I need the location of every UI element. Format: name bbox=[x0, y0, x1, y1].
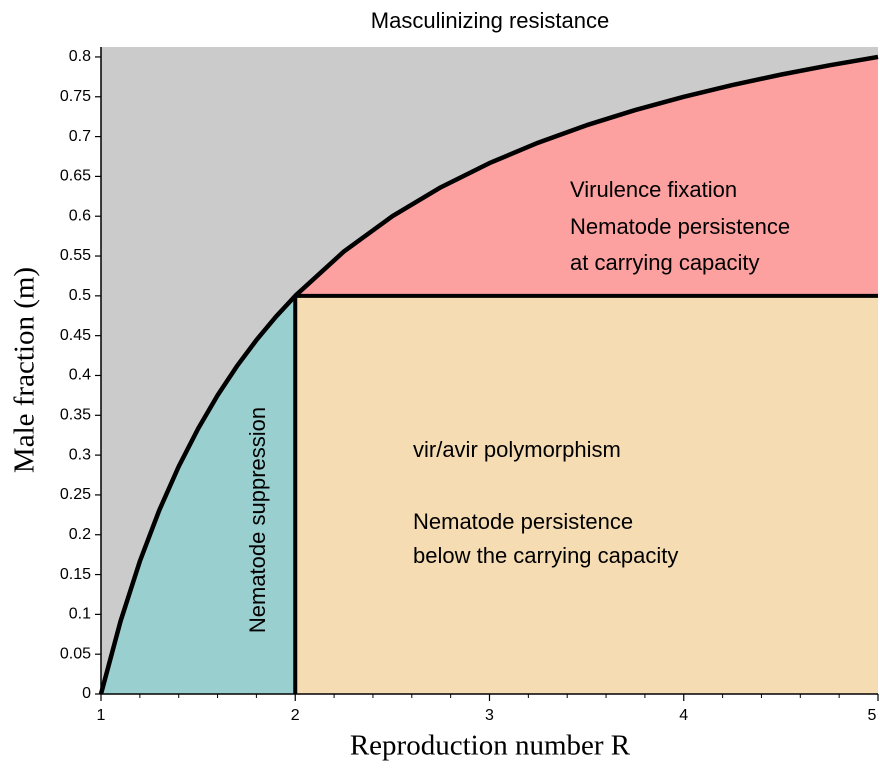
region-label: Nematode persistence bbox=[570, 214, 790, 239]
region-label: below the carrying capacity bbox=[413, 543, 678, 568]
region-label: vir/avir polymorphism bbox=[413, 437, 621, 462]
region-label: Virulence fixation bbox=[570, 177, 737, 202]
region bbox=[101, 295, 296, 694]
x-axis-label: Reproduction number R bbox=[350, 730, 631, 762]
x-tick-label: 5 bbox=[868, 707, 877, 724]
region-label: at carrying capacity bbox=[570, 250, 760, 275]
y-tick-label: 0.25 bbox=[60, 486, 91, 503]
region bbox=[101, 47, 878, 694]
y-tick-label: 0 bbox=[82, 685, 91, 702]
y-tick-label: 0.65 bbox=[60, 168, 91, 185]
region-label: Nematode suppression bbox=[245, 407, 270, 633]
y-tick-label: 0.35 bbox=[60, 407, 91, 424]
region-label: Nematode persistence bbox=[413, 509, 633, 534]
chart-title: Masculinizing resistance bbox=[371, 8, 609, 33]
y-tick-label: 0.75 bbox=[60, 88, 91, 105]
y-tick-label: 0.1 bbox=[69, 606, 91, 623]
x-tick-label: 4 bbox=[679, 707, 688, 724]
y-tick-label: 0.05 bbox=[60, 645, 91, 662]
y-tick-label: 0.6 bbox=[69, 207, 91, 224]
y-tick-label: 0.3 bbox=[69, 446, 91, 463]
y-tick-label: 0.55 bbox=[60, 247, 91, 264]
y-tick-label: 0.2 bbox=[69, 526, 91, 543]
x-tick-label: 1 bbox=[97, 707, 106, 724]
x-tick-label: 2 bbox=[291, 707, 300, 724]
region bbox=[295, 295, 878, 694]
y-tick-label: 0.4 bbox=[69, 367, 91, 384]
y-tick-label: 0.5 bbox=[69, 287, 91, 304]
x-tick-label: 3 bbox=[485, 707, 494, 724]
y-tick-label: 0.45 bbox=[60, 327, 91, 344]
boundary-curve bbox=[98, 54, 879, 695]
y-tick-label: 0.7 bbox=[69, 128, 91, 145]
y-tick-label: 0.15 bbox=[60, 566, 91, 583]
y-axis-label: Male fraction (m) bbox=[9, 267, 41, 473]
y-tick-label: 0.8 bbox=[69, 48, 91, 65]
region bbox=[295, 56, 878, 296]
